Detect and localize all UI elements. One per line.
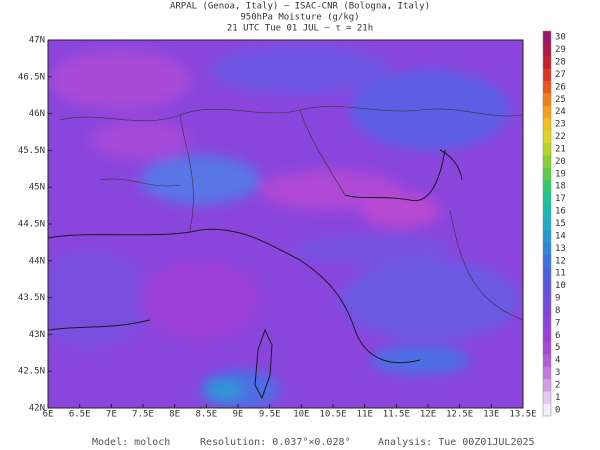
colorbar-swatch xyxy=(543,31,551,44)
colorbar-label: 4 xyxy=(555,356,560,366)
lat-label: 44.5N xyxy=(18,220,45,230)
colorbar-swatch xyxy=(543,217,551,231)
lat-label: 47N xyxy=(29,36,45,46)
title-line: ARPAL (Genoa, Italy) — ISAC-CNR (Bologna… xyxy=(170,2,430,12)
colorbar-label: 2 xyxy=(555,380,560,390)
lat-label: 42.5N xyxy=(18,367,45,377)
colorbar-swatch xyxy=(543,93,551,106)
colorbar-label: 1 xyxy=(555,393,560,403)
lat-label: 45.5N xyxy=(18,146,45,156)
title-line: 950hPa Moisture (g/kg) xyxy=(240,13,359,23)
colorbar-swatch xyxy=(543,155,551,168)
lon-label: 7.5E xyxy=(132,410,154,420)
colorbar-label: 6 xyxy=(555,331,560,341)
colorbar-label: 19 xyxy=(555,169,566,179)
colorbar-swatch xyxy=(543,55,551,69)
colorbar-swatch xyxy=(543,80,551,94)
colorbar-label: 16 xyxy=(555,207,566,217)
colorbar-label: 25 xyxy=(555,95,566,105)
colorbar-label: 24 xyxy=(555,107,566,117)
colorbar-swatch xyxy=(543,68,551,81)
lon-label: 10.5E xyxy=(319,410,346,420)
colorbar-swatch xyxy=(543,266,551,280)
lon-label: 12E xyxy=(420,410,436,420)
colorbar-label: 21 xyxy=(555,144,566,154)
colorbar-swatch xyxy=(543,105,551,119)
colorbar-label: 20 xyxy=(555,157,566,167)
colorbar-swatch xyxy=(543,391,551,404)
colorbar-label: 8 xyxy=(555,306,560,316)
colorbar-label: 5 xyxy=(555,343,560,353)
lat-label: 43N xyxy=(29,330,45,340)
colorbar-label: 9 xyxy=(555,294,560,304)
lon-label: 6.5E xyxy=(69,410,91,420)
title-line: 21 UTC Tue 01 JUL — τ = 21h xyxy=(227,24,373,34)
colorbar-label: 12 xyxy=(555,256,566,266)
colorbar-swatch xyxy=(543,117,551,131)
colorbar-swatch xyxy=(543,130,551,144)
footer-analysis: Analysis: Tue 00Z01JUL2025 xyxy=(378,437,535,448)
colorbar-swatch xyxy=(543,142,551,156)
colorbar-swatch xyxy=(543,254,551,268)
lon-label: 8.5E xyxy=(195,410,217,420)
colorbar-label: 29 xyxy=(555,45,566,55)
lon-label: 6E xyxy=(43,410,54,420)
colorbar-label: 0 xyxy=(555,405,560,415)
lat-label: 44N xyxy=(29,256,45,266)
colorbar-swatch xyxy=(543,291,551,305)
footer-resolution: Resolution: 0.037°×0.028° xyxy=(200,437,351,448)
colorbar-frame xyxy=(542,30,552,417)
colorbar-swatch xyxy=(543,366,551,380)
colorbar-label: 26 xyxy=(555,82,566,92)
lon-label: 11E xyxy=(357,410,373,420)
lon-label: 7E xyxy=(106,410,117,420)
footer-model: Model: moloch xyxy=(92,437,170,448)
colorbar-swatch xyxy=(543,403,551,417)
colorbar-label: 18 xyxy=(555,182,566,192)
colorbar-label: 27 xyxy=(555,70,566,80)
lat-label: 45N xyxy=(29,183,45,193)
lon-label: 9.5E xyxy=(259,410,281,420)
colorbar-label: 30 xyxy=(555,33,566,43)
moisture-field xyxy=(48,40,523,408)
colorbar-label: 28 xyxy=(555,58,566,68)
colorbar-label: 23 xyxy=(555,120,566,130)
lat-label: 46N xyxy=(29,109,45,119)
colorbar-swatch xyxy=(543,378,551,392)
colorbar-swatch xyxy=(543,229,551,243)
colorbar-swatch xyxy=(543,316,551,330)
lon-label: 11.5E xyxy=(383,410,410,420)
lon-label: 13.5E xyxy=(509,410,536,420)
colorbar-label: 14 xyxy=(555,231,566,241)
colorbar-swatch xyxy=(543,279,551,293)
colorbar-label: 3 xyxy=(555,368,560,378)
colorbar-label: 13 xyxy=(555,244,566,254)
lon-label: 12.5E xyxy=(446,410,473,420)
colorbar-label: 15 xyxy=(555,219,566,229)
colorbar-swatch xyxy=(543,341,551,355)
colorbar-swatch xyxy=(543,242,551,255)
lat-label: 43.5N xyxy=(18,293,45,303)
colorbar-label: 22 xyxy=(555,132,566,142)
lon-label: 9E xyxy=(233,410,244,420)
lon-label: 8E xyxy=(169,410,180,420)
colorbar-swatch xyxy=(543,167,551,181)
lon-label: 13E xyxy=(483,410,499,420)
colorbar-label: 7 xyxy=(555,318,560,328)
lon-label: 10E xyxy=(293,410,309,420)
colorbar-swatch xyxy=(543,353,551,367)
colorbar-swatch xyxy=(543,329,551,342)
colorbar-swatch xyxy=(543,180,551,193)
colorbar-label: 11 xyxy=(555,269,566,279)
colorbar-swatch xyxy=(543,304,551,317)
lat-label: 42N xyxy=(29,404,45,414)
colorbar-label: 17 xyxy=(555,194,566,204)
colorbar-swatch xyxy=(543,192,551,206)
lat-label: 46.5N xyxy=(18,72,45,82)
colorbar-swatch xyxy=(543,43,551,57)
colorbar-swatch xyxy=(543,204,551,218)
colorbar-label: 10 xyxy=(555,281,566,291)
